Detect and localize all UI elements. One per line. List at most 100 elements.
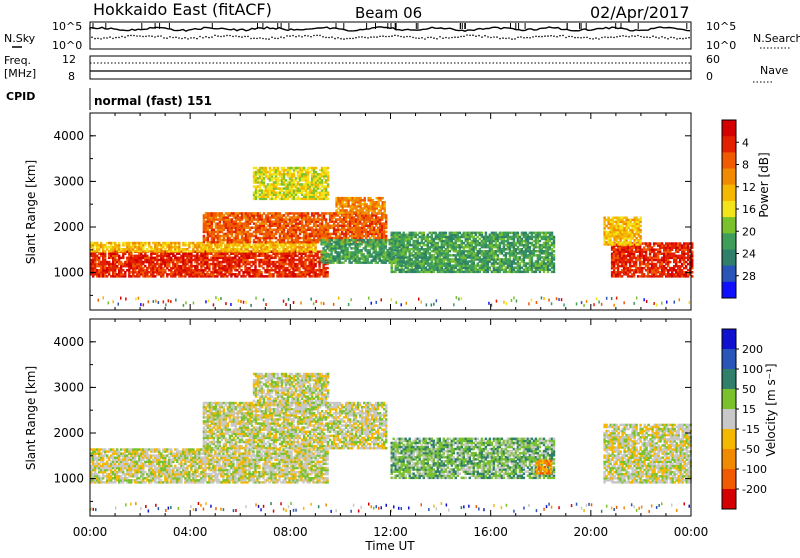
nsearch-point bbox=[673, 37, 675, 39]
power-cell bbox=[326, 271, 328, 274]
nsearch-point bbox=[505, 38, 507, 40]
cpid-label: CPID bbox=[6, 90, 35, 103]
nsearch-point bbox=[94, 38, 96, 40]
noise-traces bbox=[90, 23, 690, 40]
nsearch-point bbox=[277, 38, 279, 40]
nsearch-point bbox=[169, 36, 171, 38]
nsearch-point bbox=[460, 36, 462, 38]
nsearch-point bbox=[502, 37, 504, 39]
power-cell bbox=[299, 227, 301, 230]
nsearch-point bbox=[523, 37, 525, 39]
nsearch-point bbox=[136, 35, 138, 37]
nsearch-point bbox=[490, 37, 492, 39]
nsearch-point bbox=[580, 37, 582, 39]
nsearch-point bbox=[340, 38, 342, 40]
nsearch-point bbox=[217, 35, 219, 37]
nsearch-point bbox=[649, 37, 651, 39]
nsearch-point bbox=[559, 35, 561, 37]
nsearch-point bbox=[304, 35, 306, 37]
nsearch-point bbox=[178, 37, 180, 39]
nsearch-point bbox=[403, 36, 405, 38]
nsearch-point bbox=[448, 37, 450, 39]
nsearch-point bbox=[355, 37, 357, 39]
nsearch-point bbox=[115, 37, 117, 39]
power-cell bbox=[479, 232, 481, 235]
nsearch-point bbox=[157, 35, 159, 37]
nsearch-point bbox=[313, 35, 315, 37]
nsearch-point bbox=[670, 37, 672, 39]
nsearch-point bbox=[154, 36, 156, 38]
nsearch-point bbox=[550, 35, 552, 37]
nsearch-point bbox=[427, 37, 429, 39]
power-cell bbox=[299, 183, 301, 186]
nsearch-point bbox=[364, 37, 366, 39]
nsearch-point bbox=[682, 38, 684, 40]
nsearch-point bbox=[400, 36, 402, 38]
nsearch-point bbox=[454, 36, 456, 38]
nsearch-point bbox=[685, 37, 687, 39]
nsearch-point bbox=[166, 37, 168, 39]
power-cell bbox=[239, 239, 241, 242]
nsearch-point bbox=[109, 36, 111, 38]
nsearch-point bbox=[412, 37, 414, 39]
nsearch-point bbox=[172, 37, 174, 39]
power-cell bbox=[327, 198, 329, 201]
nsearch-point bbox=[370, 36, 372, 38]
nsearch-point bbox=[250, 38, 252, 40]
power-cell bbox=[419, 232, 421, 235]
power-cell bbox=[260, 271, 262, 274]
nsearch-point bbox=[361, 36, 363, 38]
power-cell bbox=[360, 249, 362, 252]
nsearch-point bbox=[202, 37, 204, 39]
power-cell bbox=[479, 242, 481, 245]
power-cell bbox=[277, 167, 279, 170]
nsearch-point bbox=[199, 36, 201, 38]
nsearch-point bbox=[238, 36, 240, 38]
power-cell bbox=[385, 231, 387, 234]
nsearch-point bbox=[379, 36, 381, 38]
nsearch-point bbox=[451, 37, 453, 39]
nsearch-point bbox=[220, 36, 222, 38]
nsearch-point bbox=[601, 37, 603, 39]
power-cell bbox=[265, 167, 267, 170]
nsearch-point bbox=[298, 35, 300, 37]
power-cell bbox=[364, 197, 366, 200]
power-cell bbox=[327, 171, 329, 174]
power-cell bbox=[299, 237, 301, 240]
nsearch-point bbox=[256, 38, 258, 40]
nsearch-point bbox=[553, 35, 555, 37]
nsearch-point bbox=[499, 38, 501, 40]
nsearch-point bbox=[640, 36, 642, 38]
nsearch-point bbox=[316, 35, 318, 37]
nsearch-point bbox=[280, 36, 282, 38]
nsearch-point bbox=[367, 37, 369, 39]
nsearch-point bbox=[628, 36, 630, 38]
nsearch-point bbox=[175, 36, 177, 38]
power-cell bbox=[271, 241, 273, 244]
nsearch-point bbox=[442, 37, 444, 39]
power-cell bbox=[148, 242, 150, 245]
nsearch-point bbox=[661, 36, 663, 38]
nsearch-point bbox=[334, 38, 336, 40]
nsearch-point bbox=[196, 38, 198, 40]
nsearch-point bbox=[511, 38, 513, 40]
nsearch-point bbox=[517, 37, 519, 39]
nsky-trace bbox=[90, 27, 690, 31]
nsearch-point bbox=[646, 36, 648, 38]
noise-right-bottom: 10^0 bbox=[706, 39, 736, 52]
nsearch-point bbox=[415, 37, 417, 39]
nsky-label: N.Sky bbox=[4, 32, 36, 45]
nsearch-point bbox=[382, 35, 384, 37]
nsearch-point bbox=[424, 38, 426, 40]
nsearch-point bbox=[541, 36, 543, 38]
nsearch-point bbox=[97, 38, 99, 40]
nsearch-point bbox=[418, 38, 420, 40]
nsearch-point bbox=[328, 37, 330, 39]
nsearch-point bbox=[574, 37, 576, 39]
nsearch-point bbox=[484, 35, 486, 37]
power-cell bbox=[178, 257, 180, 260]
nsearch-point bbox=[241, 36, 243, 38]
nsearch-point bbox=[568, 36, 570, 38]
nsearch-point bbox=[496, 36, 498, 38]
